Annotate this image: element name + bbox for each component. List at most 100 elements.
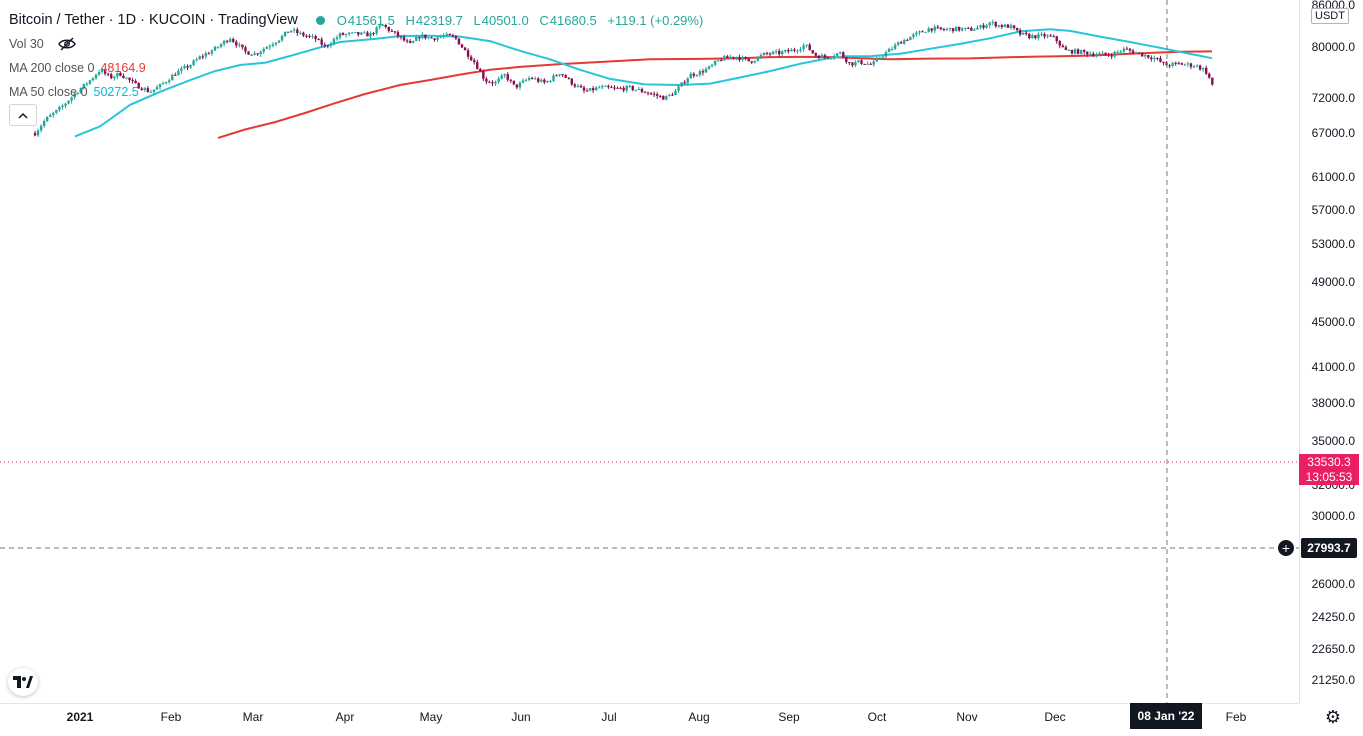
candle-body xyxy=(659,95,662,97)
candle-body xyxy=(271,44,275,46)
candle-body xyxy=(555,75,558,77)
candle-body xyxy=(448,33,451,36)
eye-crossed-icon[interactable] xyxy=(57,37,76,51)
candle-body xyxy=(399,36,403,38)
candle-body xyxy=(189,65,192,68)
candle-body xyxy=(878,57,882,59)
candle-body xyxy=(164,82,168,84)
candle-body xyxy=(805,44,808,46)
candle-body xyxy=(158,84,162,88)
collapse-legend-button[interactable] xyxy=(9,104,37,126)
candle-body xyxy=(113,76,116,79)
candle-body xyxy=(85,83,89,85)
candle-body xyxy=(39,125,43,131)
candle-body xyxy=(726,56,729,58)
candle-body xyxy=(741,57,744,60)
candle-body xyxy=(735,56,738,58)
candle-body xyxy=(534,78,537,80)
candle-body xyxy=(512,80,516,85)
plus-circle-icon[interactable]: + xyxy=(1278,540,1294,556)
candle-body xyxy=(58,107,61,110)
candle-body xyxy=(1012,25,1016,29)
close-value: 41680.5 xyxy=(549,12,597,28)
candle-body xyxy=(918,31,921,33)
currency-unit-label[interactable]: USDT xyxy=(1311,8,1349,24)
ma50-label[interactable]: MA 50 close 0 xyxy=(9,85,88,99)
candle-body xyxy=(241,44,244,48)
ma50-indicator-row[interactable]: MA 50 close 0 50272.5 xyxy=(9,80,710,104)
candle-body xyxy=(692,73,695,76)
time-tick-label: 2021 xyxy=(66,710,94,724)
candle-body xyxy=(161,83,165,85)
candle-body xyxy=(521,80,525,83)
ma200-label[interactable]: MA 200 close 0 xyxy=(9,61,95,75)
candle-body xyxy=(366,32,369,37)
candle-body xyxy=(122,75,125,79)
candle-body xyxy=(479,68,482,72)
time-axis[interactable]: 2021 Feb Mar Apr May Jun Jul Aug Sep Oct Nov Dec Feb xyxy=(0,703,1299,736)
gear-icon[interactable]: ⚙ xyxy=(1324,707,1342,727)
volume-indicator-row[interactable]: Vol 30 xyxy=(9,32,710,56)
volume-indicator-label[interactable]: Vol 30 xyxy=(9,37,44,51)
ma50-line[interactable] xyxy=(74,28,1213,138)
price-axis[interactable]: 86000.0 80000.0 72000.0 67000.0 61000.0 57000… xyxy=(1299,0,1363,703)
candle-body xyxy=(543,79,546,83)
candle-body xyxy=(436,37,439,40)
candle-body xyxy=(1150,57,1153,60)
candle-body xyxy=(168,80,171,83)
candle-body xyxy=(954,26,958,32)
candle-body xyxy=(88,80,92,84)
candle-body xyxy=(97,72,101,75)
candle-body xyxy=(1095,54,1098,56)
chart-plot[interactable] xyxy=(0,0,1299,703)
candle-body xyxy=(1046,35,1049,37)
candle-body xyxy=(924,31,927,33)
candle-body xyxy=(1015,28,1019,31)
candle-body xyxy=(546,80,549,83)
candle-body xyxy=(451,35,455,37)
candle-body xyxy=(674,90,677,96)
ma200-indicator-row[interactable]: MA 200 close 0 48164.9 xyxy=(9,56,710,80)
candle-body xyxy=(649,93,653,95)
candle-body xyxy=(250,54,253,56)
price-tick-label: 41000.0 xyxy=(1311,360,1355,374)
candle-body xyxy=(814,53,817,56)
candle-body xyxy=(82,83,85,89)
candle-body xyxy=(1000,25,1004,27)
symbol-title[interactable]: Bitcoin / Tether · 1D · KUCOIN · Trading… xyxy=(9,12,298,28)
candle-body xyxy=(570,78,573,85)
candle-body xyxy=(469,56,473,61)
candle-body xyxy=(900,42,903,44)
candle-body xyxy=(103,69,107,74)
candle-body xyxy=(100,69,104,73)
candle-body xyxy=(265,47,268,49)
price-tick-label: 61000.0 xyxy=(1311,170,1355,184)
candle-body xyxy=(668,94,671,96)
candle-body xyxy=(235,41,238,46)
price-tick-label: 49000.0 xyxy=(1311,275,1355,289)
candle-body xyxy=(36,130,40,136)
candle-body xyxy=(415,37,418,41)
candle-body xyxy=(286,31,290,33)
candle-body xyxy=(256,53,259,55)
candle-body xyxy=(951,28,955,32)
candle-body xyxy=(46,116,49,121)
candle-body xyxy=(1037,34,1040,39)
candle-body xyxy=(293,29,296,31)
candle-body xyxy=(1195,65,1199,67)
candle-body xyxy=(845,57,848,63)
price-tick-label: 22650.0 xyxy=(1311,642,1355,656)
candle-body xyxy=(515,84,519,88)
candle-body xyxy=(588,88,592,91)
candle-body xyxy=(799,49,802,51)
candle-body xyxy=(671,94,674,96)
open-value: 41561.5 xyxy=(347,12,395,28)
candle-body xyxy=(338,33,342,38)
candle-body xyxy=(73,93,76,98)
last-price-value: 33530.3 xyxy=(1307,455,1351,469)
ma50-value: 50272.5 xyxy=(93,85,139,99)
candle-body xyxy=(540,79,543,82)
time-tick-label: Oct xyxy=(867,710,887,724)
candle-body xyxy=(311,35,314,37)
tradingview-logo-icon[interactable] xyxy=(8,668,38,696)
